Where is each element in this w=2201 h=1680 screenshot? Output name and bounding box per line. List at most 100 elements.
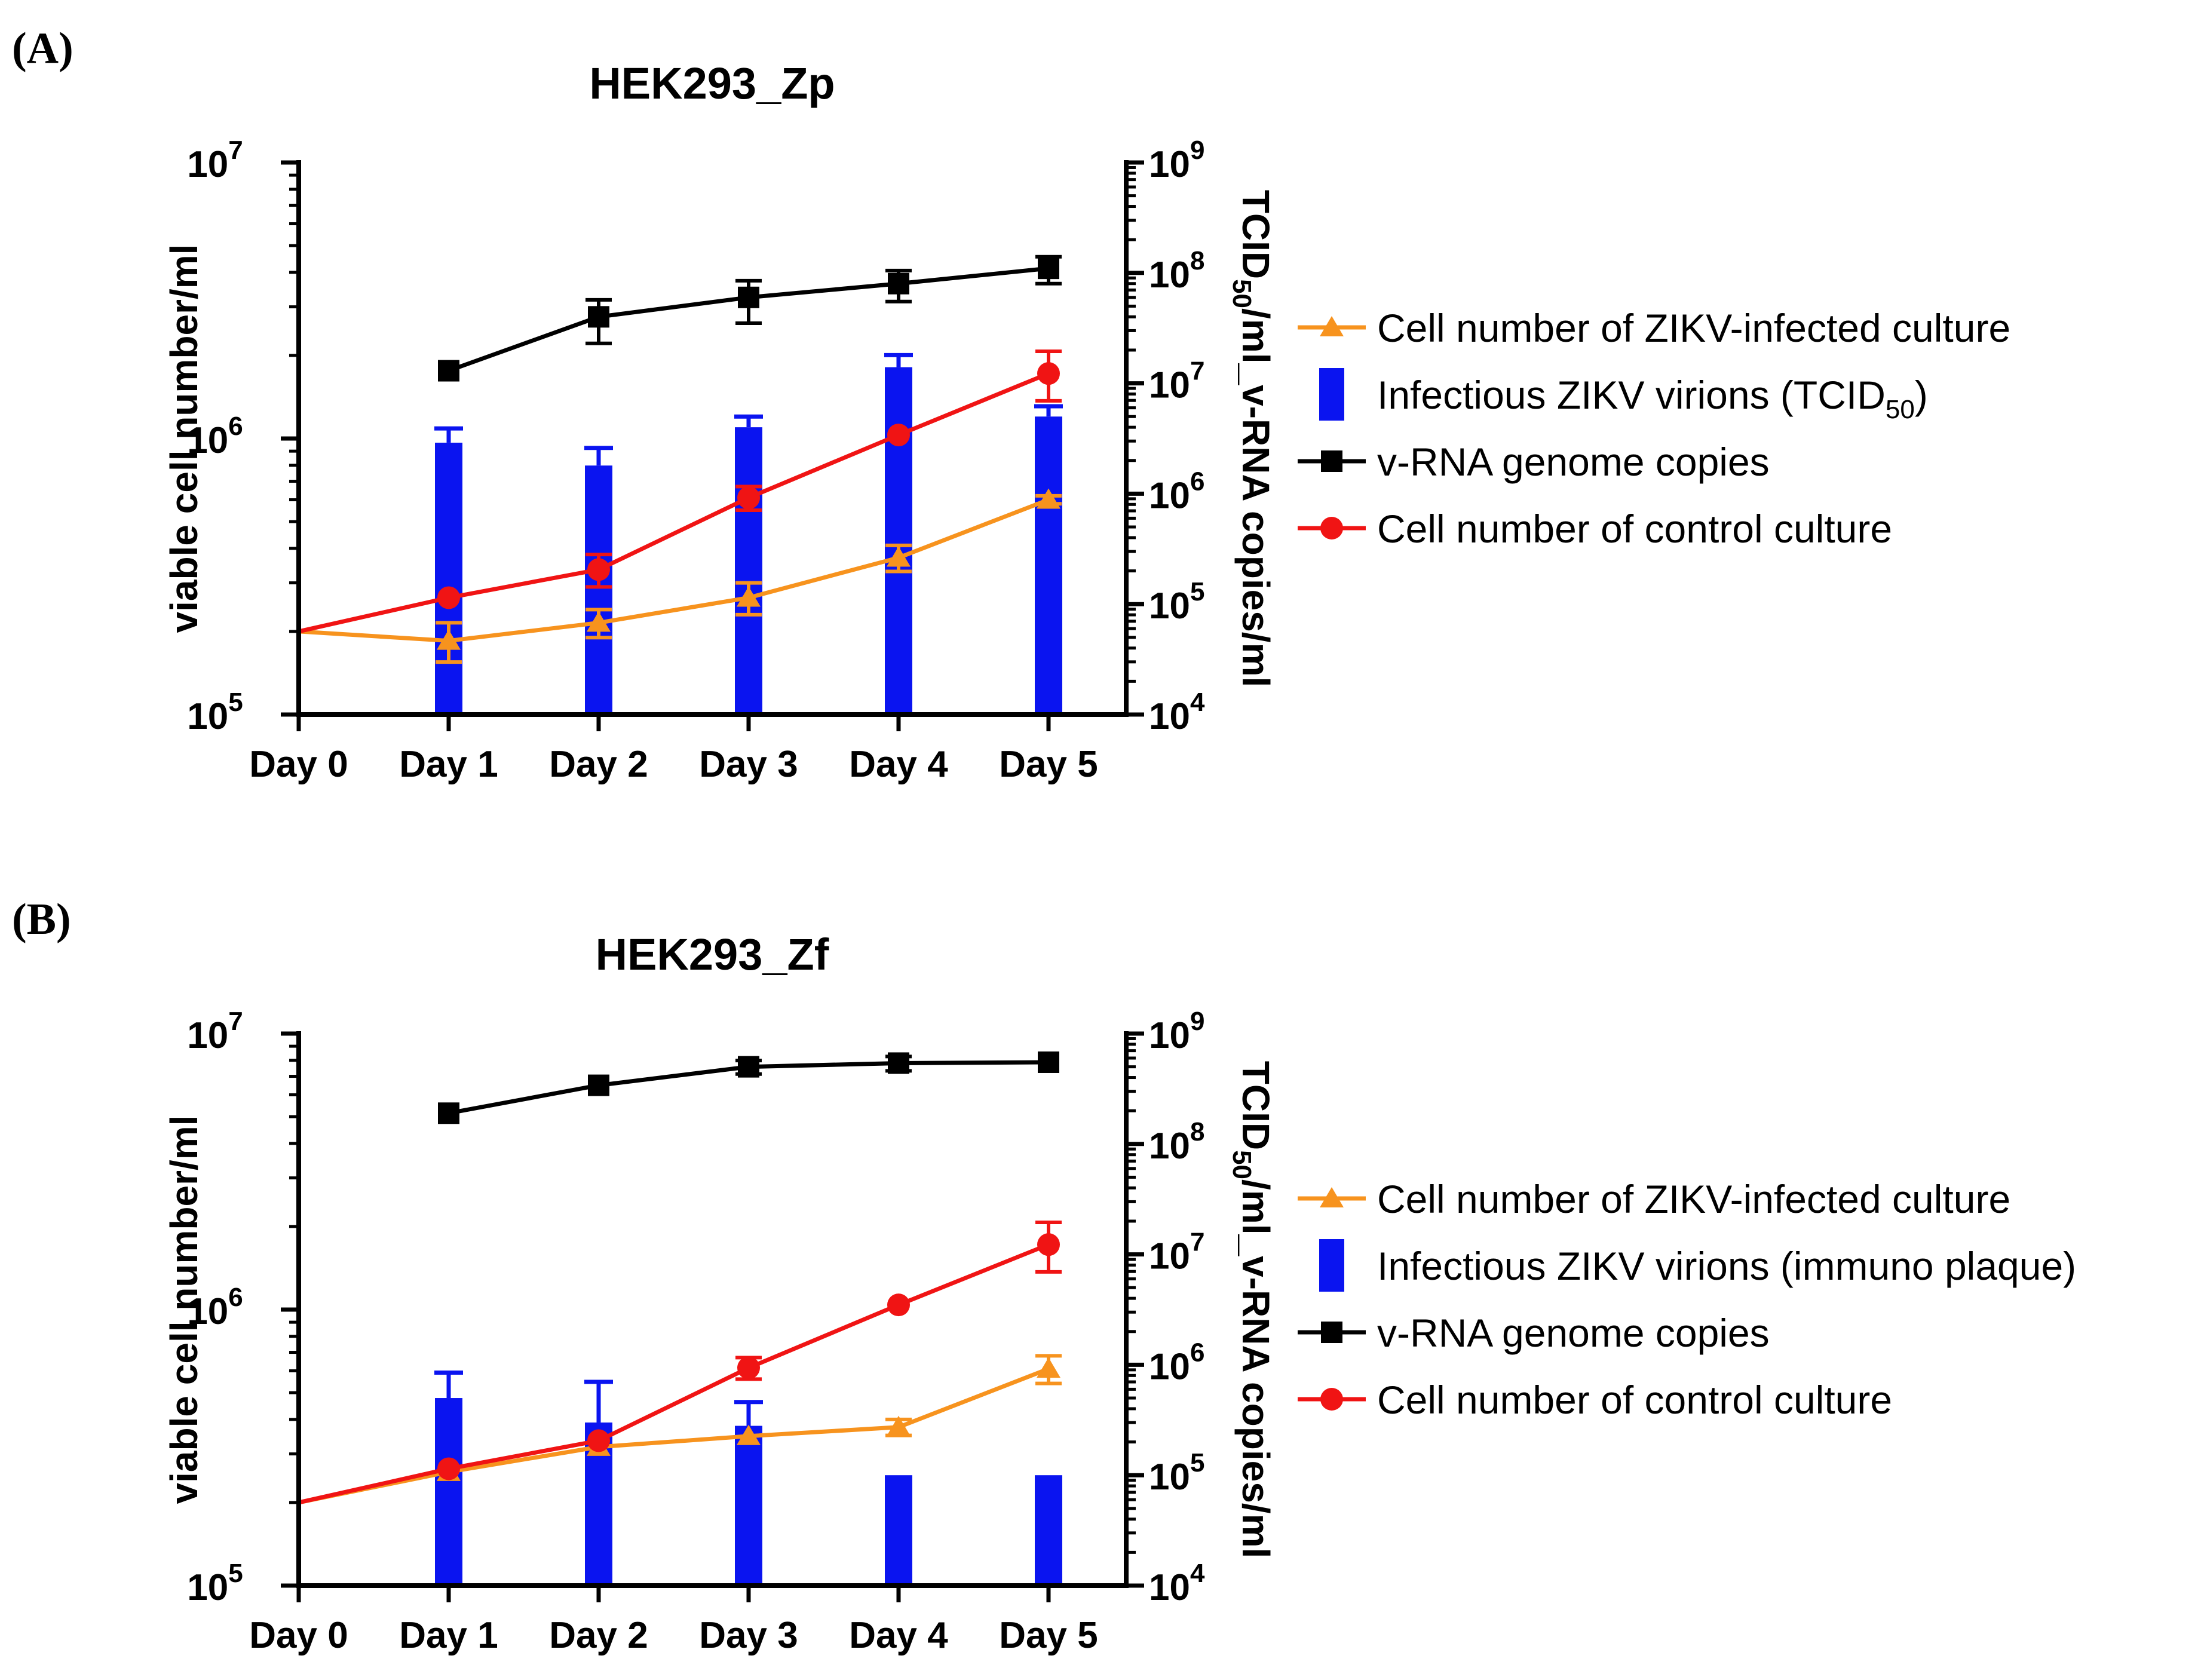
data-point — [1037, 1357, 1060, 1378]
data-point — [737, 1424, 761, 1445]
legend-label: v-RNA genome copies — [1377, 1311, 1770, 1355]
data-point — [437, 586, 460, 609]
series-vrna — [438, 1051, 1059, 1124]
series-virions — [434, 1370, 1062, 1586]
data-point — [737, 1356, 760, 1379]
y-tick-label-right: 104 — [1149, 1559, 1205, 1608]
y-tick-label-left: 105 — [187, 688, 243, 737]
y-tick-label-left: 107 — [187, 136, 243, 185]
data-point — [437, 1457, 460, 1480]
x-tick-label: Day 0 — [249, 744, 348, 785]
data-point — [737, 586, 761, 607]
data-point — [587, 1429, 610, 1452]
series-infected — [298, 488, 1062, 664]
data-point — [437, 629, 461, 650]
data-point — [888, 1052, 909, 1074]
bar — [1035, 416, 1062, 715]
data-point — [587, 558, 610, 581]
legend-label: Cell number of control culture — [1377, 507, 1892, 551]
data-point — [438, 1102, 459, 1124]
data-point — [1038, 1051, 1059, 1073]
y-tick-label-right: 107 — [1149, 1228, 1204, 1277]
y-tick-label-right: 109 — [1149, 136, 1204, 185]
series-control — [298, 1221, 1062, 1505]
y-tick-label-right: 108 — [1149, 1117, 1204, 1167]
legend-label: Infectious ZIKV virions (TCID50) — [1377, 373, 1928, 424]
y-tick-label-right: 106 — [1149, 1338, 1204, 1387]
panel-label: (B) — [12, 895, 71, 944]
data-point — [438, 360, 459, 382]
x-tick-label: Day 3 — [699, 744, 798, 785]
bar — [585, 465, 612, 715]
data-point — [887, 1293, 910, 1317]
y-axis-title-right: TCID50/ml_v-RNA copies/ml — [1227, 1061, 1277, 1559]
bar — [735, 427, 762, 715]
y-axis-title-left: viable cell number/ml — [163, 244, 206, 633]
data-point — [1037, 488, 1060, 509]
y-tick-label-right: 106 — [1149, 467, 1204, 516]
x-tick-label: Day 0 — [249, 1615, 348, 1656]
x-tick-label: Day 2 — [549, 1615, 648, 1656]
series-virions — [434, 352, 1063, 715]
y-tick-label-left: 106 — [187, 1283, 243, 1332]
bar — [435, 1398, 462, 1586]
y-tick-label-right: 108 — [1149, 246, 1204, 296]
bar — [885, 367, 912, 715]
bar — [735, 1425, 762, 1586]
legend: Cell number of ZIKV-infected culture Infe… — [1298, 306, 2010, 551]
data-point — [887, 546, 911, 567]
data-point — [887, 424, 910, 447]
data-point — [738, 1056, 759, 1078]
data-point — [1037, 1233, 1060, 1256]
axes: Day 0 Day 1 Day 2 Day 3 Day 4 Day 5 105 106 107 1… — [187, 1007, 1205, 1656]
legend-swatch — [1319, 368, 1344, 421]
legend-label: Infectious ZIKV virions (immuno plaque) — [1377, 1244, 2076, 1288]
x-tick-label: Day 4 — [849, 1615, 948, 1656]
series-line — [298, 1366, 1050, 1505]
data-point — [738, 286, 759, 308]
x-tick-label: Day 1 — [399, 744, 498, 785]
x-tick-label: Day 3 — [699, 1615, 798, 1656]
legend-marker — [1320, 316, 1344, 336]
x-tick-label: Day 2 — [549, 744, 648, 785]
legend-marker — [1320, 1187, 1344, 1207]
data-point — [587, 611, 611, 632]
series-line — [298, 371, 1050, 634]
data-point — [588, 1074, 609, 1096]
y-tick-label-right: 105 — [1149, 1448, 1204, 1498]
legend-label: Cell number of control culture — [1377, 1378, 1892, 1422]
chart-title: HEK293_Zf — [596, 930, 829, 979]
series-line — [298, 498, 1050, 643]
data-point — [1038, 257, 1059, 280]
data-point — [888, 272, 909, 295]
series-infected — [298, 1354, 1062, 1505]
series-line — [298, 1242, 1050, 1505]
data-point — [1037, 362, 1060, 385]
x-tick-label: Day 1 — [399, 1615, 498, 1656]
legend-label: Cell number of ZIKV-infected culture — [1377, 1177, 2010, 1221]
x-tick-label: Day 5 — [999, 1615, 1098, 1656]
y-tick-label-left: 105 — [187, 1559, 243, 1608]
x-tick-label: Day 4 — [849, 744, 948, 785]
bar — [435, 442, 462, 715]
y-axis-title-right: TCID50/ml_v-RNA copies/ml — [1227, 190, 1277, 688]
series-control — [298, 350, 1062, 634]
bar — [1035, 1475, 1062, 1586]
panel-label: (A) — [12, 24, 73, 73]
data-point — [887, 1415, 911, 1436]
y-tick-label-right: 105 — [1149, 577, 1204, 627]
axes: Day 0 Day 1 Day 2 Day 3 Day 4 Day 5 105 106 107 1… — [187, 136, 1205, 785]
chart-title: HEK293_Zp — [589, 59, 835, 108]
legend-swatch — [1319, 1239, 1344, 1292]
legend-label: Cell number of ZIKV-infected culture — [1377, 306, 2010, 350]
y-tick-label-right: 104 — [1149, 688, 1205, 737]
legend-label: v-RNA genome copies — [1377, 440, 1770, 484]
legend-marker — [1321, 1322, 1342, 1343]
y-tick-label-left: 106 — [187, 412, 243, 461]
series-vrna — [438, 255, 1062, 382]
y-axis-title-left: viable cell number/ml — [163, 1115, 206, 1504]
data-point — [737, 486, 760, 510]
y-tick-label-right: 109 — [1149, 1007, 1204, 1056]
